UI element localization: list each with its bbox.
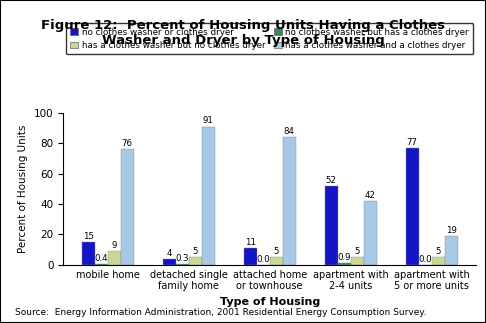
Bar [108, 251, 121, 265]
Text: 5: 5 [274, 247, 279, 256]
Text: 42: 42 [364, 191, 376, 200]
Text: 0.0: 0.0 [418, 255, 432, 264]
Bar [338, 264, 351, 265]
Text: 76: 76 [122, 139, 133, 148]
Text: 77: 77 [407, 138, 417, 147]
Text: 0.4: 0.4 [95, 254, 108, 263]
Text: 0.0: 0.0 [257, 255, 270, 264]
Text: Figure 12:  Percent of Housing Units Having a Clothes
Washer and Dryer by Type o: Figure 12: Percent of Housing Units Havi… [41, 19, 445, 47]
Bar [121, 150, 134, 265]
Bar [351, 257, 364, 265]
Text: 11: 11 [245, 238, 256, 247]
X-axis label: Type of Housing: Type of Housing [220, 297, 320, 307]
Bar [244, 248, 257, 265]
Bar [95, 264, 108, 265]
Text: 0.9: 0.9 [337, 253, 351, 262]
Bar [189, 257, 202, 265]
Text: 19: 19 [446, 226, 456, 235]
Text: Source:  Energy Information Administration, 2001 Residential Energy Consumption : Source: Energy Information Administratio… [15, 307, 426, 317]
Bar [163, 259, 176, 265]
Bar [325, 186, 338, 265]
Text: 4: 4 [167, 249, 172, 257]
Text: 5: 5 [354, 247, 360, 256]
Bar [432, 257, 445, 265]
Bar [445, 236, 457, 265]
Text: 52: 52 [326, 176, 337, 185]
Text: 5: 5 [435, 247, 441, 256]
Text: 5: 5 [192, 247, 198, 256]
Bar [364, 201, 377, 265]
Bar [270, 257, 283, 265]
Text: 15: 15 [83, 232, 94, 241]
Text: 9: 9 [112, 241, 117, 250]
Text: 84: 84 [284, 127, 295, 136]
Text: 0.3: 0.3 [175, 254, 189, 263]
Y-axis label: Percent of Housing Units: Percent of Housing Units [18, 125, 28, 253]
Bar [202, 127, 215, 265]
Bar [283, 137, 295, 265]
Bar [406, 148, 418, 265]
Bar [82, 242, 95, 265]
Legend: no clothes washer or clothes dryer, has a clothes washer but no clothes dryer, n: no clothes washer or clothes dryer, has … [66, 23, 473, 55]
Text: 91: 91 [203, 117, 214, 126]
